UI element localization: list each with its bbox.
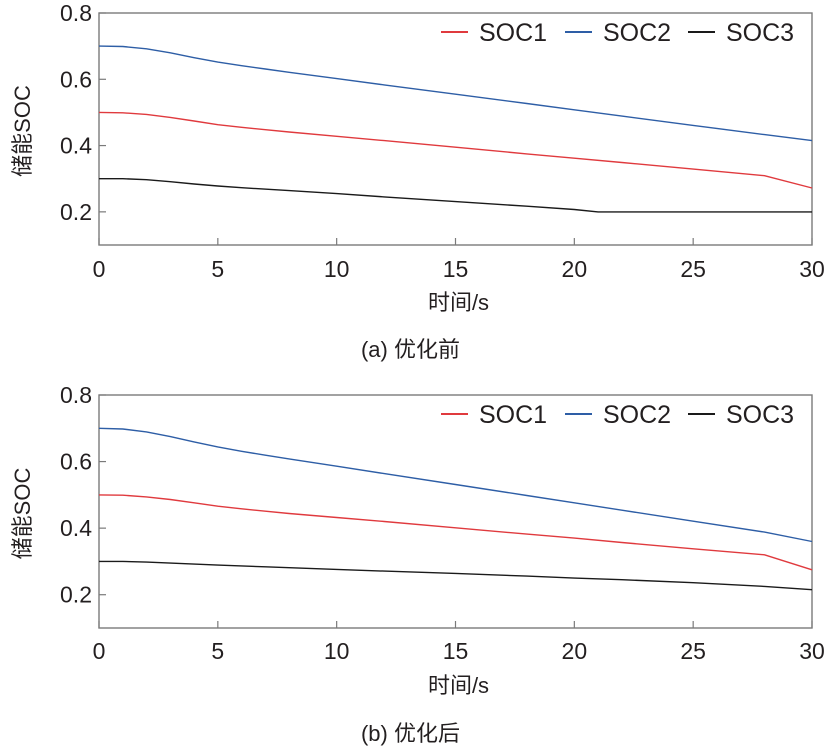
series-line-soc1	[98, 111, 813, 189]
x-tick-label: 25	[680, 256, 706, 282]
x-tick-label: 15	[443, 638, 469, 664]
y-axis-title: 储能SOC	[10, 85, 35, 177]
x-tick-label: 5	[211, 256, 224, 282]
legend-label-soc1: SOC1	[479, 19, 547, 47]
x-tick-label: 10	[324, 638, 350, 664]
x-axis-title: 时间/s	[428, 290, 489, 315]
series-line-soc3	[99, 560, 813, 591]
x-tick-label: 20	[562, 256, 588, 282]
y-tick-label: 0.6	[60, 66, 92, 92]
y-tick-label: 0.2	[60, 199, 92, 225]
x-tick-label: 20	[562, 638, 588, 664]
legend-label-soc3: SOC3	[726, 401, 794, 429]
legend-label-soc1: SOC1	[479, 401, 547, 429]
y-tick-label: 0.4	[60, 515, 92, 541]
x-tick-label: 30	[799, 638, 825, 664]
y-tick-label: 0.8	[60, 0, 92, 26]
x-tick-label: 0	[93, 638, 106, 664]
x-tick-label: 15	[443, 256, 469, 282]
y-tick-label: 0.4	[60, 133, 92, 159]
y-tick-label: 0.8	[60, 382, 92, 408]
x-axis-title: 时间/s	[428, 673, 489, 698]
series-line-soc3	[99, 177, 812, 213]
x-tick-label: 10	[324, 256, 350, 282]
series-line-soc2	[98, 427, 813, 543]
x-tick-label: 30	[799, 256, 825, 282]
legend-label-soc2: SOC2	[603, 401, 671, 429]
chart-panel-a: 0 5 10 15 20 25 30 0.2 0.4 0.6 0.8 时间/s 储能SOC (a) 优化前…	[10, 0, 825, 362]
legend-label-soc2: SOC2	[603, 19, 671, 47]
y-tick-label: 0.6	[60, 449, 92, 475]
x-tick-label: 25	[680, 638, 706, 664]
figure-caption: (a) 优化前	[361, 337, 460, 362]
y-tick-label: 0.2	[60, 582, 92, 608]
plot-frame	[98, 394, 813, 629]
figure-caption: (b) 优化后	[361, 721, 460, 746]
x-tick-label: 5	[211, 638, 224, 664]
plot-frame	[98, 12, 813, 246]
series-line-soc1	[98, 494, 813, 571]
y-axis-title: 储能SOC	[10, 468, 35, 560]
legend-label-soc3: SOC3	[726, 19, 794, 47]
x-tick-label: 0	[93, 256, 106, 282]
chart-panel-b: 0 5 10 15 20 25 30 0.2 0.4 0.6 0.8 时间/s 储能SOC (b) 优化后…	[10, 382, 825, 746]
series-line-soc2	[98, 45, 813, 142]
